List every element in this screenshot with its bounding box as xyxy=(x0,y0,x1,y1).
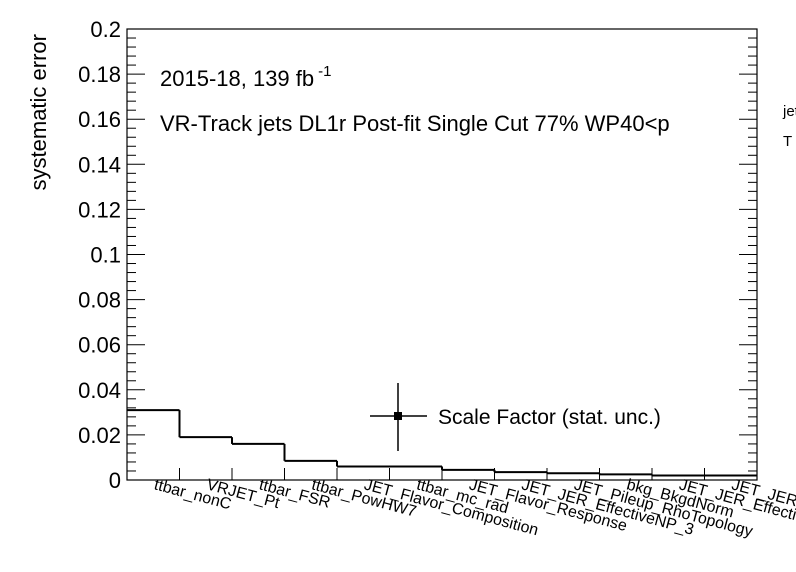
y-tick-label: 0.04 xyxy=(78,378,121,403)
y-tick-label: 0.12 xyxy=(78,197,121,222)
legend-label: Scale Factor (stat. unc.) xyxy=(438,406,661,429)
y-tick-label: 0.06 xyxy=(78,333,121,358)
selection-pt-superscript: jet xyxy=(782,103,796,120)
y-tick-label: 0.18 xyxy=(78,62,121,87)
luminosity-exponent: -1 xyxy=(318,63,331,80)
y-axis-label: systematic error xyxy=(26,34,51,190)
y-tick-label: 0.1 xyxy=(90,243,121,268)
y-tick-label: 0.14 xyxy=(78,152,121,177)
luminosity-annotation: 2015-18, 139 fb -1 xyxy=(160,63,331,91)
y-tick-label: 0 xyxy=(109,468,121,493)
legend: Scale Factor (stat. unc.) xyxy=(370,383,661,451)
y-tick-label: 0.02 xyxy=(78,423,121,448)
y-tick-label: 0.08 xyxy=(78,288,121,313)
y-axis-ticks: 0 0.02 0.04 0.06 0.08 0.1 0.12 0.14 0.16 0.18 0.2 xyxy=(78,17,757,493)
luminosity-text: 2015-18, 139 fb xyxy=(160,66,314,91)
legend-marker xyxy=(394,412,402,420)
y-tick-label: 0.16 xyxy=(78,107,121,132)
histogram-series xyxy=(127,409,757,477)
y-tick-label: 0.2 xyxy=(90,17,121,42)
selection-pt-subscript: T xyxy=(783,133,792,150)
selection-annotation: VR-Track jets DL1r Post-fit Single Cut 7… xyxy=(160,111,670,136)
x-axis-category-labels: ttbar_nonCVRJET_Ptttbar_FSRttbar_PowHW7J… xyxy=(152,476,796,540)
